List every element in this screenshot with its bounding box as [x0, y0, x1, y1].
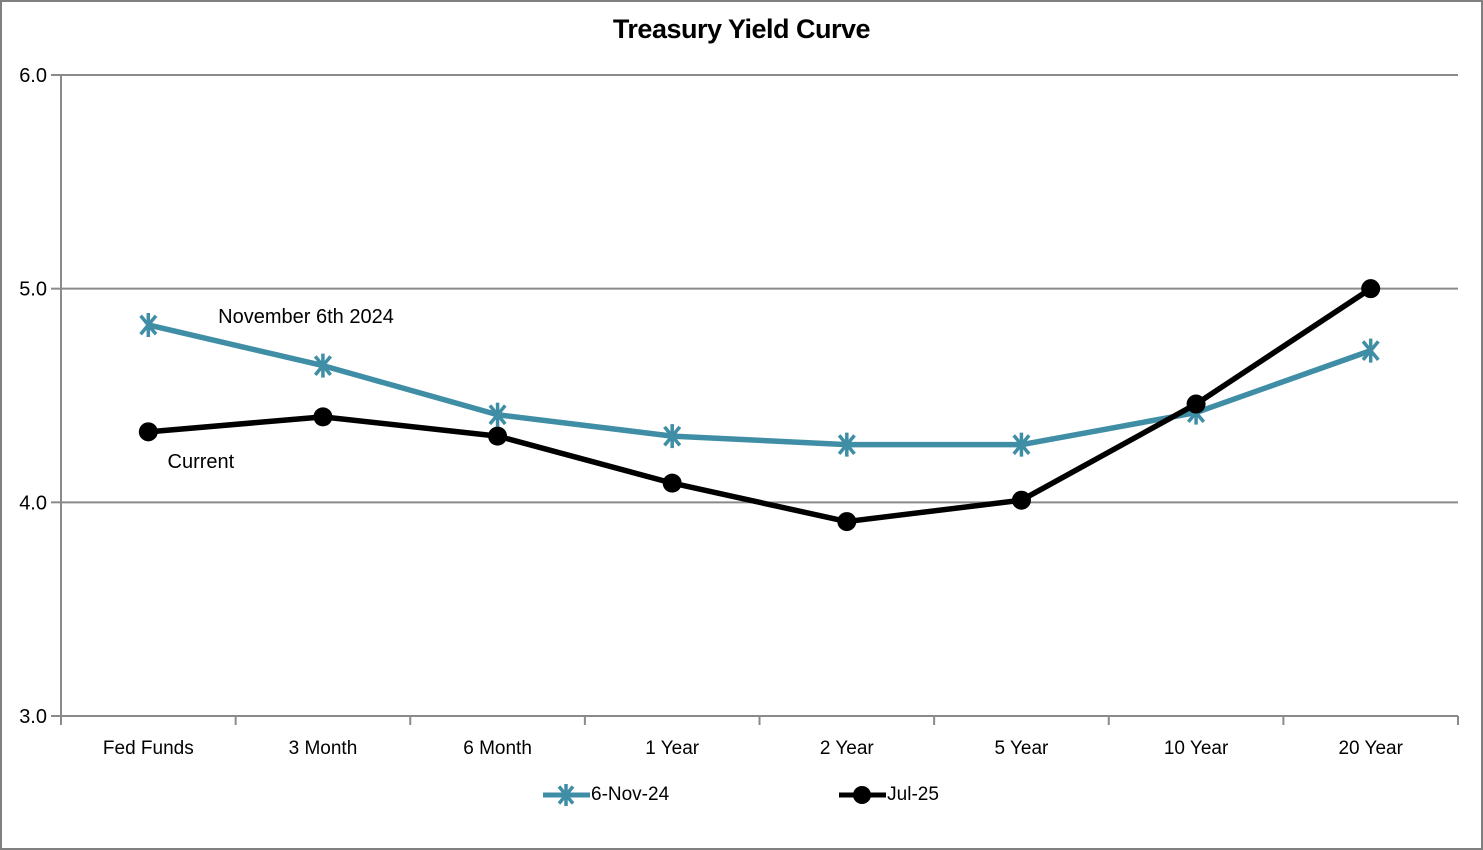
data-point-marker — [663, 424, 682, 449]
series-jul-25 — [138, 279, 1381, 532]
data-point-marker — [313, 353, 332, 378]
x-axis-labels: Fed Funds 3 Month 6 Month 1 Year 2 Year 5 Yea… — [103, 738, 1404, 759]
x-axis-ticks — [60, 716, 1459, 725]
y-axis-label: 3.0 — [19, 706, 47, 728]
data-point-marker — [1186, 394, 1206, 414]
data-point-marker — [837, 512, 857, 532]
x-axis-label: 3 Month — [289, 738, 358, 759]
x-axis-label: 1 Year — [645, 738, 700, 759]
legend-item-6-nov-24: 6-Nov-24 — [543, 781, 669, 809]
x-axis-label: 2 Year — [820, 738, 875, 759]
data-point-marker — [1012, 432, 1031, 457]
legend-label: 6-Nov-24 — [591, 784, 670, 805]
data-point-marker — [1011, 490, 1031, 510]
legend-swatch-icon — [543, 784, 590, 806]
data-point-marker — [139, 312, 158, 337]
legend-swatch-icon — [839, 786, 887, 804]
data-point-marker — [313, 407, 333, 427]
legend-item-jul-25: Jul-25 — [839, 781, 939, 809]
series-annotation: Current — [168, 451, 235, 473]
annotations: November 6th 2024 Current — [168, 306, 394, 473]
series-line — [148, 286, 1373, 525]
data-point-marker — [138, 422, 158, 442]
y-axis-label: 4.0 — [19, 492, 47, 514]
data-point-marker — [488, 402, 507, 427]
data-point-marker — [1361, 279, 1381, 299]
y-axis-label: 6.0 — [19, 65, 47, 87]
legend-label: Jul-25 — [887, 784, 939, 805]
data-point-marker — [837, 432, 856, 457]
series-annotation: November 6th 2024 — [218, 306, 394, 328]
series-6-nov-24 — [139, 312, 1380, 457]
x-axis-label: 10 Year — [1164, 738, 1229, 759]
data-point-marker — [488, 426, 508, 446]
x-axis-label: Fed Funds — [103, 738, 194, 759]
series-line — [147, 322, 1372, 448]
legend: 6-Nov-24 Jul-25 — [543, 781, 939, 809]
x-axis-label: 20 Year — [1338, 738, 1403, 759]
x-axis-label: 6 Month — [463, 738, 532, 759]
data-point-marker — [662, 473, 682, 493]
x-axis-label: 5 Year — [994, 738, 1049, 759]
chart-title: Treasury Yield Curve — [612, 14, 871, 44]
data-point-marker — [1361, 338, 1380, 363]
y-axis-label: 5.0 — [19, 279, 47, 301]
